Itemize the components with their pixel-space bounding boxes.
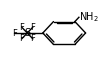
Text: F: F xyxy=(19,34,24,43)
Text: F: F xyxy=(30,34,35,43)
Text: F: F xyxy=(12,29,17,37)
Text: NH$_2$: NH$_2$ xyxy=(79,10,99,23)
Text: F: F xyxy=(19,23,24,32)
Text: F: F xyxy=(30,23,35,32)
Text: S: S xyxy=(24,28,30,38)
